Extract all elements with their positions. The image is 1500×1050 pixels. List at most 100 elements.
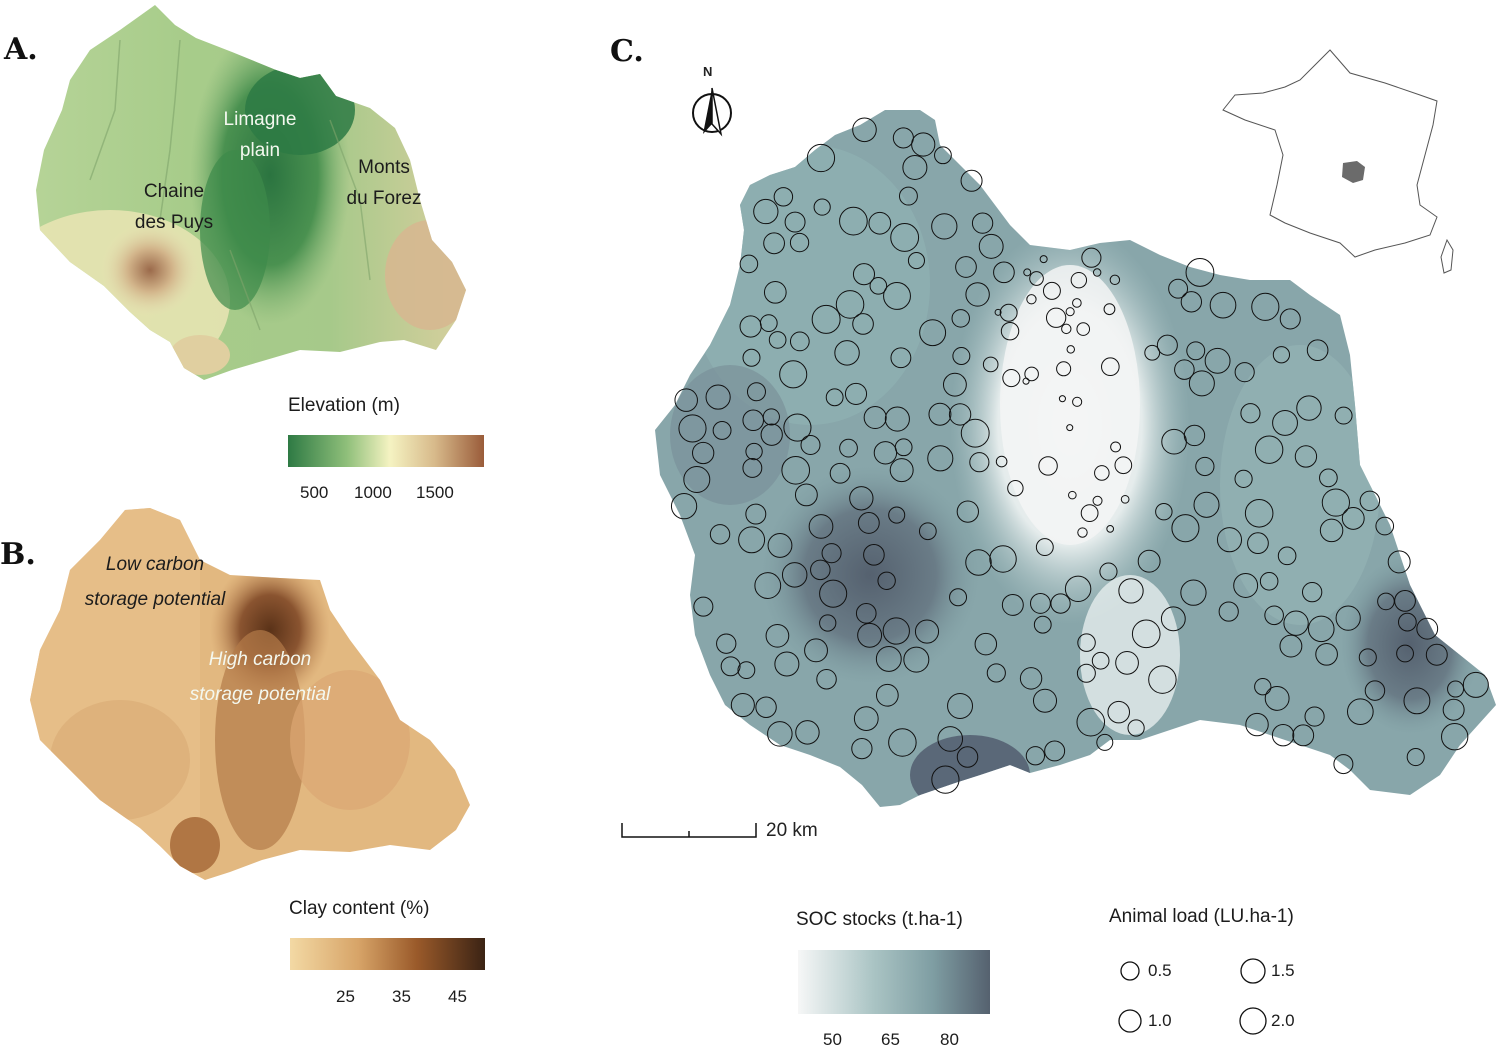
animal-load-circle — [857, 622, 883, 648]
animal-load-circle — [995, 455, 1008, 468]
animal-load-circle — [825, 388, 844, 407]
clay-tick: 35 — [392, 987, 411, 1006]
france-inset-map — [1222, 49, 1454, 274]
animal-load-circle — [693, 596, 714, 617]
animal-load-circle — [835, 290, 865, 319]
animal-load-circle — [759, 314, 778, 333]
panel-letter-a: A. — [4, 32, 38, 67]
animal-load-circle — [1301, 581, 1323, 603]
animal-load-circle — [1056, 361, 1072, 377]
elevation-map — [36, 5, 466, 380]
animal-load-circle — [1333, 754, 1354, 775]
animal-load-circle — [948, 403, 972, 426]
animal-load-circle — [763, 232, 785, 255]
animal-load-circle — [1185, 258, 1215, 287]
animal-load-circle — [730, 693, 755, 718]
animal-load-circle — [1066, 424, 1074, 432]
animal-load-circle — [816, 668, 837, 690]
animal-load-circle — [1294, 445, 1318, 468]
animal-load-circle — [907, 252, 925, 270]
animal-load-circle — [918, 522, 937, 541]
animal-load-circle — [804, 638, 828, 663]
animal-load-circle — [1038, 456, 1058, 476]
animal-load-circle — [1091, 651, 1110, 670]
animal-load-circle — [1358, 648, 1377, 667]
animal-load-label: 1.5 — [1271, 961, 1295, 980]
animal-load-circle — [737, 661, 756, 680]
animal-load-circle — [794, 483, 818, 507]
scale-bar-label: 20 km — [766, 820, 818, 841]
animal-load-circle — [1292, 724, 1315, 747]
animal-load-circle — [819, 579, 848, 608]
animal-load-circle — [1092, 495, 1103, 506]
limagne-plain-label: Limagne plain — [223, 109, 297, 161]
animal-load-circle — [1092, 268, 1102, 277]
animal-load-circle — [763, 280, 787, 304]
animal-load-circle — [888, 728, 917, 757]
soc-stocks-map — [655, 110, 1496, 807]
animal-load-circle — [1264, 605, 1284, 626]
animal-load-circle — [1346, 698, 1374, 726]
animal-load-circle — [986, 663, 1006, 683]
animal-load-circle — [982, 356, 999, 373]
animal-load-circle — [813, 198, 831, 216]
animal-load-circle — [1058, 395, 1066, 403]
puy-de-dome-highlight — [1342, 161, 1365, 183]
animal-load-circle — [1066, 345, 1075, 354]
animal-load-circle — [1180, 579, 1207, 606]
animal-load-circle — [1061, 323, 1072, 335]
animal-load-circle — [742, 458, 763, 478]
animal-load-circle — [1171, 514, 1200, 543]
animal-load-circle — [1118, 578, 1144, 604]
animal-load-circle — [1334, 406, 1353, 425]
animal-load-circle — [1064, 575, 1092, 603]
animal-load-circle — [745, 442, 763, 461]
elevation-legend-title: Elevation (m) — [288, 395, 400, 416]
animal-load-circle — [720, 656, 741, 677]
animal-load-circle — [947, 693, 974, 719]
animal-load-circle — [1396, 644, 1414, 663]
animal-load-circle — [956, 500, 979, 523]
animal-load-circle — [875, 683, 899, 707]
animal-load-circle — [1233, 573, 1259, 598]
animal-load-circle — [857, 512, 880, 534]
animal-load-circle — [1035, 538, 1054, 557]
animal-load-circle — [1204, 347, 1231, 374]
animal-load-circle — [1101, 357, 1120, 377]
monts-du-forez-label: Monts du Forez — [346, 157, 422, 209]
animal-load-circle — [1319, 468, 1338, 488]
animal-load-circle — [937, 726, 964, 752]
animal-load-circle — [931, 213, 958, 240]
animal-load-circle — [1216, 527, 1243, 553]
animal-load-circle — [911, 132, 936, 157]
animal-load-circle — [1279, 308, 1301, 330]
animal-load-circle — [1045, 307, 1067, 328]
soc-legend-title: SOC stocks (t.ha-1) — [796, 909, 963, 930]
animal-load-circle — [1106, 525, 1115, 533]
animal-load-circle — [1033, 615, 1052, 634]
animal-load-circle — [1076, 322, 1091, 336]
animal-load-circle — [902, 154, 928, 180]
animal-load-circle — [1080, 504, 1099, 523]
animal-load-circle — [928, 402, 952, 426]
clay-color-ramp — [290, 938, 485, 970]
animal-load-circle — [1042, 281, 1061, 300]
animal-load-circle — [852, 313, 874, 335]
animal-load-circle — [971, 212, 994, 234]
animal-load-circle — [773, 187, 794, 207]
animal-load-circle — [1032, 688, 1058, 713]
animal-load-circle — [1234, 469, 1253, 488]
animal-load-circle — [852, 117, 877, 143]
animal-load-circle — [1109, 274, 1121, 286]
chaine-des-puys-label: Chaine des Puys — [134, 181, 214, 233]
animal-load-circle — [863, 544, 885, 566]
animal-load-circle — [819, 614, 837, 632]
animal-load-circle — [898, 186, 918, 206]
animal-load-circle — [774, 651, 800, 677]
animal-load-circle — [1099, 562, 1118, 581]
animal-load-circle — [889, 458, 914, 483]
animal-load-circle — [692, 441, 715, 465]
animal-load-circle — [839, 438, 858, 458]
animal-load-circle — [1137, 549, 1161, 573]
elevation-color-ramp — [288, 435, 484, 467]
